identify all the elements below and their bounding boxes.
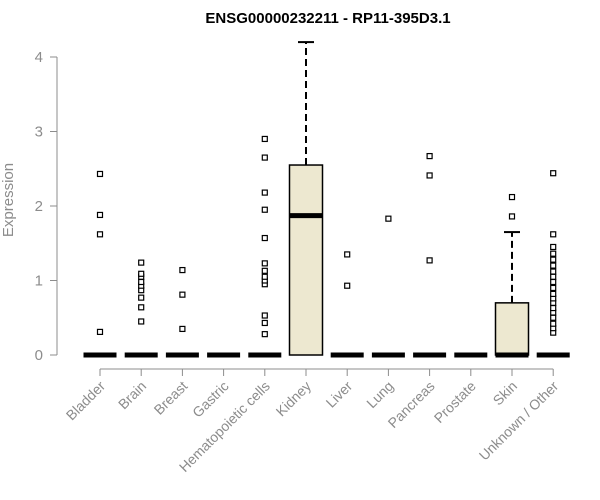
- outlier-point: [180, 292, 185, 297]
- outlier-point: [551, 269, 556, 274]
- outlier-point: [427, 173, 432, 178]
- outlier-point: [551, 306, 556, 311]
- outlier-point: [510, 195, 515, 200]
- outlier-point: [139, 319, 144, 324]
- outlier-point: [262, 320, 267, 325]
- y-tick-label: 4: [35, 49, 43, 66]
- outlier-point: [262, 274, 267, 279]
- outlier-point: [551, 315, 556, 320]
- outlier-point: [262, 136, 267, 141]
- outlier-point: [427, 258, 432, 263]
- y-axis-label: Expression: [0, 163, 17, 237]
- outlier-point: [98, 232, 103, 237]
- x-tick-label: Skin: [490, 378, 521, 409]
- outlier-point: [551, 232, 556, 237]
- outlier-point: [551, 251, 556, 256]
- y-tick-label: 1: [35, 273, 43, 290]
- boxes-layer: [84, 42, 570, 355]
- y-tick-label: 2: [35, 198, 43, 215]
- outlier-point: [262, 207, 267, 212]
- outlier-point: [262, 155, 267, 160]
- outlier-point: [98, 171, 103, 176]
- x-tick-label: Bladder: [63, 378, 109, 424]
- outlier-point: [262, 261, 267, 266]
- outlier-point: [262, 190, 267, 195]
- outlier-point: [551, 285, 556, 290]
- outlier-point: [180, 268, 185, 273]
- outlier-point: [510, 214, 515, 219]
- outlier-point: [139, 271, 144, 276]
- outlier-point: [551, 257, 556, 262]
- y-tick-label: 3: [35, 124, 43, 141]
- x-tick-label: Kidney: [273, 378, 315, 420]
- outlier-point: [262, 332, 267, 337]
- outlier-point: [427, 154, 432, 159]
- outlier-point: [98, 212, 103, 217]
- outlier-point: [551, 321, 556, 326]
- outlier-point: [139, 295, 144, 300]
- outlier-point: [551, 171, 556, 176]
- box-body: [496, 303, 529, 355]
- outlier-point: [345, 283, 350, 288]
- outlier-point: [180, 326, 185, 331]
- outlier-point: [262, 268, 267, 273]
- outlier-point: [98, 329, 103, 334]
- chart-title: ENSG00000232211 - RP11-395D3.1: [205, 10, 450, 27]
- outlier-point: [551, 263, 556, 268]
- outlier-point: [551, 274, 556, 279]
- outlier-point: [345, 252, 350, 257]
- x-tick-label: Brain: [115, 378, 149, 412]
- outlier-point: [386, 216, 391, 221]
- outlier-point: [262, 313, 267, 318]
- x-tick-label: Liver: [323, 378, 356, 411]
- outlier-point: [139, 305, 144, 310]
- outlier-point: [139, 279, 144, 284]
- outlier-point: [551, 291, 556, 296]
- outlier-point: [551, 244, 556, 249]
- box-body: [290, 165, 323, 355]
- x-tick-label: Lung: [363, 378, 396, 411]
- outlier-point: [551, 279, 556, 284]
- outlier-point: [262, 236, 267, 241]
- x-tick-label: Breast: [151, 378, 191, 418]
- x-tick-label: Prostate: [431, 378, 479, 426]
- outlier-point: [139, 260, 144, 265]
- y-tick-label: 0: [35, 347, 43, 364]
